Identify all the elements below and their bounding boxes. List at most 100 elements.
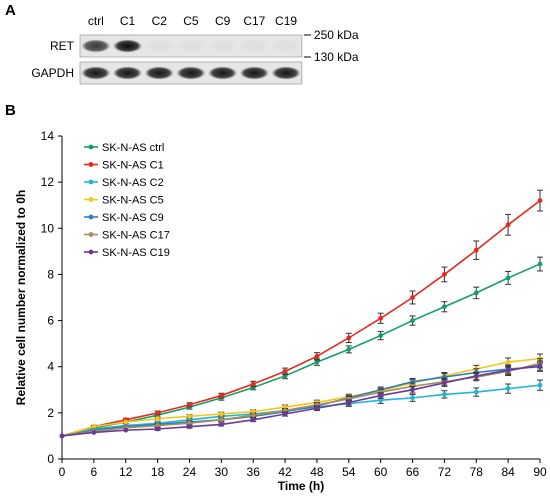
blot-band [271, 66, 301, 80]
marker-label: 130 kDa [314, 50, 359, 64]
data-point [91, 424, 97, 430]
x-tick-label: 30 [215, 465, 229, 479]
data-point [442, 380, 447, 386]
legend-label: SK-N-AS C1 [102, 160, 164, 172]
data-point [378, 333, 384, 338]
x-tick-label: 72 [438, 465, 452, 479]
data-point [123, 419, 129, 425]
data-point [378, 393, 384, 398]
blot-band [81, 66, 111, 80]
y-tick-label: 0 [47, 452, 54, 466]
lane-label: C17 [243, 14, 265, 28]
blot-band [239, 66, 269, 80]
blot-band [112, 39, 143, 53]
series-line [61, 364, 541, 437]
series-line [61, 199, 541, 437]
blot-band [112, 66, 143, 80]
data-point [123, 427, 129, 433]
data-point [187, 413, 192, 419]
legend-label: SK-N-AS C9 [102, 212, 164, 224]
marker-label: 250 kDa [314, 28, 359, 42]
data-point [473, 373, 479, 379]
legend-marker [88, 249, 94, 255]
data-point [155, 426, 161, 432]
x-tick-label: 78 [470, 465, 484, 479]
lane-label: C5 [183, 14, 199, 28]
legend-label: SK-N-AS C2 [102, 177, 164, 189]
legend-marker [88, 179, 94, 185]
legend-marker [88, 214, 94, 220]
data-point [505, 367, 511, 373]
y-tick-label: 10 [41, 221, 55, 235]
x-axis-label: Time (h) [278, 479, 324, 493]
western-blot: ctrl C1 C2 C5 C9 C17 C19 RET GAPDH 250 kDa 130 kDa [31, 14, 359, 85]
data-point [473, 290, 479, 296]
legend-marker [88, 232, 94, 237]
series-1 [59, 189, 543, 439]
blot-band [81, 39, 111, 53]
data-point [537, 382, 543, 388]
legend-label: SK-N-AS C5 [102, 195, 164, 207]
data-point [282, 411, 288, 417]
data-point [537, 261, 543, 267]
legend-marker [88, 197, 94, 202]
data-point [410, 395, 415, 401]
data-point [59, 433, 65, 439]
series-line [61, 357, 541, 437]
data-point [378, 389, 384, 395]
x-tick-label: 84 [501, 465, 515, 479]
series-6 [59, 360, 543, 439]
series-line [61, 263, 541, 437]
data-point [537, 198, 543, 204]
panel-a-label: A [5, 2, 16, 19]
data-point [505, 275, 511, 281]
data-point [218, 393, 224, 398]
y-axis-label: Relative cell number normalized to 0h [14, 190, 28, 405]
x-tick-label: 54 [342, 465, 356, 479]
data-point [346, 335, 352, 341]
x-tick-label: 18 [151, 465, 165, 479]
blot-band [144, 66, 174, 80]
y-tick-label: 14 [41, 129, 55, 143]
x-tick-label: 42 [278, 465, 292, 479]
y-tick-label: 6 [47, 314, 54, 328]
data-point [505, 386, 511, 392]
data-point [187, 424, 192, 430]
legend-marker [88, 162, 94, 167]
legend-label: SK-N-AS ctrl [102, 142, 164, 154]
x-tick-label: 48 [310, 465, 324, 479]
lane-label: C19 [275, 14, 297, 28]
data-point [505, 222, 511, 228]
y-tick-label: 4 [47, 360, 54, 374]
panel-b-label: B [5, 102, 16, 119]
data-point [473, 247, 479, 253]
data-point [155, 423, 161, 428]
blot-row-label: GAPDH [31, 66, 74, 80]
lane-label: C1 [120, 14, 136, 28]
data-point [410, 387, 415, 393]
data-point [250, 412, 256, 418]
y-tick-label: 12 [41, 175, 55, 189]
legend-marker [88, 144, 94, 150]
data-point [91, 430, 97, 435]
data-point [442, 304, 447, 310]
data-point [187, 420, 192, 426]
data-point [410, 318, 415, 323]
x-tick-label: 66 [406, 465, 420, 479]
data-point [187, 402, 192, 408]
data-point [442, 272, 447, 277]
x-tick-label: 0 [59, 465, 66, 479]
x-tick-label: 90 [533, 465, 547, 479]
data-point [250, 417, 256, 423]
data-point [218, 417, 224, 423]
data-point [314, 405, 320, 411]
x-tick-label: 60 [374, 465, 388, 479]
series-line [61, 365, 541, 437]
blot-band [208, 66, 238, 80]
data-point [378, 397, 384, 403]
x-tick-label: 24 [183, 465, 197, 479]
y-tick-label: 2 [47, 406, 54, 420]
data-point [155, 410, 161, 416]
data-point [442, 392, 447, 397]
data-point [505, 359, 511, 365]
